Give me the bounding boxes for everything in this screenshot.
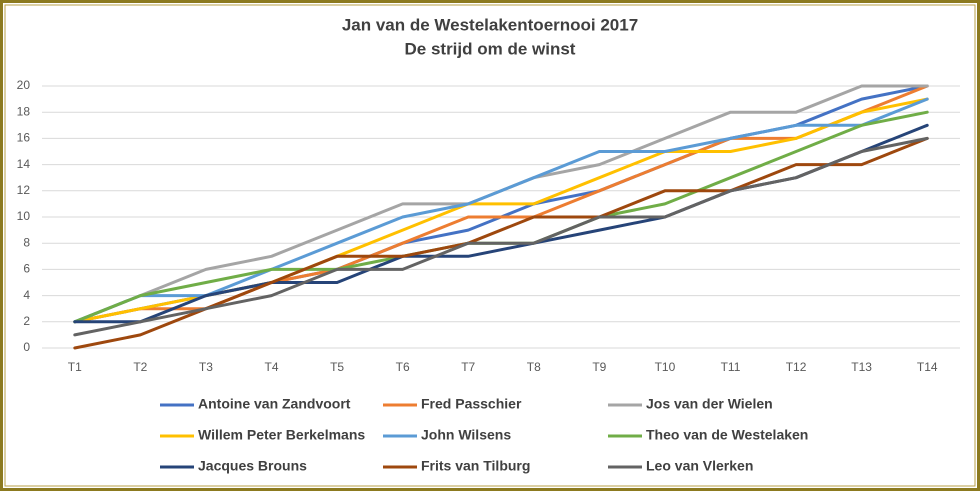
y-tick-label: 18: [17, 104, 31, 118]
legend-label: Antoine van Zandvoort: [198, 396, 351, 412]
x-tick-label: T8: [527, 360, 541, 374]
y-tick-label: 2: [23, 314, 30, 328]
x-tick-label: T13: [851, 360, 872, 374]
y-tick-label: 4: [23, 288, 30, 302]
series-line: [73, 136, 929, 350]
y-tick-label: 20: [17, 78, 31, 92]
series-line: [73, 97, 929, 324]
y-tick-label: 8: [23, 235, 30, 249]
legend-label: Theo van de Westelaken: [646, 427, 808, 443]
x-tick-label: T14: [917, 360, 938, 374]
y-tick-label: 10: [17, 209, 31, 223]
x-tick-label: T7: [461, 360, 475, 374]
y-tick-label: 0: [23, 340, 30, 354]
x-tick-label: T11: [721, 360, 741, 374]
y-tick-label: 12: [17, 183, 31, 197]
x-tick-label: T12: [786, 360, 807, 374]
x-tick-label: T4: [264, 360, 278, 374]
legend-label: Jos van der Wielen: [646, 396, 773, 412]
frame-inner: [4, 4, 976, 487]
legend-label: Jacques Brouns: [198, 458, 307, 474]
x-tick-label: T1: [68, 360, 82, 374]
y-tick-label: 6: [23, 262, 30, 276]
chart-subtitle: De strijd om de winst: [405, 39, 576, 58]
legend-label: Frits van Tilburg: [421, 458, 530, 474]
y-tick-label: 14: [17, 157, 31, 171]
x-tick-label: T9: [592, 360, 606, 374]
x-tick-label: T5: [330, 360, 344, 374]
series-line: [73, 136, 929, 337]
x-tick-label: T2: [133, 360, 147, 374]
legend-label: Fred Passchier: [421, 396, 522, 412]
legend-label: Leo van Vlerken: [646, 458, 753, 474]
y-tick-label: 16: [17, 131, 31, 145]
legend-label: John Wilsens: [421, 427, 511, 443]
legend-label: Willem Peter Berkelmans: [198, 427, 365, 443]
chart-title: Jan van de Westelakentoernooi 2017: [342, 15, 638, 34]
x-tick-label: T6: [396, 360, 410, 374]
x-tick-label: T10: [655, 360, 676, 374]
x-tick-label: T3: [199, 360, 213, 374]
